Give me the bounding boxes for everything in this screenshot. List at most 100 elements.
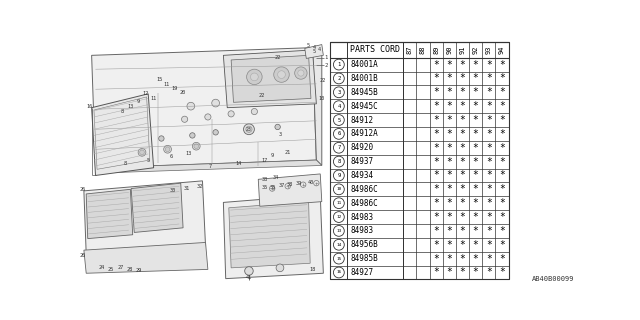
Circle shape [187,102,195,110]
Text: *: * [499,226,505,236]
Text: *: * [499,184,505,194]
Text: *: * [446,240,452,250]
Polygon shape [92,48,316,168]
Text: 11: 11 [336,201,342,205]
Text: *: * [433,184,439,194]
Circle shape [276,264,284,272]
Text: 10: 10 [318,96,324,101]
Text: *: * [473,212,479,222]
Text: *: * [433,212,439,222]
Text: *: * [460,254,465,264]
Text: 16: 16 [86,104,92,109]
Circle shape [228,111,234,117]
Text: *: * [473,129,479,139]
Text: 6: 6 [170,155,173,159]
Circle shape [182,116,188,122]
Circle shape [244,267,253,275]
Text: *: * [446,73,452,84]
Circle shape [278,71,285,78]
Text: 35: 35 [261,185,268,190]
Text: 40: 40 [308,180,314,185]
Text: *: * [460,129,465,139]
Circle shape [333,87,344,98]
Text: *: * [460,115,465,125]
Text: 7: 7 [209,164,212,169]
Text: *: * [499,101,505,111]
Text: *: * [499,171,505,180]
Text: 19: 19 [172,86,178,91]
Text: 92: 92 [472,46,479,54]
Text: 24: 24 [99,265,105,270]
Text: 26: 26 [79,253,86,258]
Polygon shape [84,181,205,254]
Circle shape [165,147,170,152]
Text: *: * [473,143,479,153]
Text: 13: 13 [127,104,134,109]
Text: *: * [473,226,479,236]
Text: *: * [486,73,492,84]
Circle shape [140,150,145,155]
Text: 84956B: 84956B [351,240,378,249]
Circle shape [333,101,344,112]
Circle shape [250,73,259,81]
Text: 84001A: 84001A [351,60,378,69]
Text: *: * [486,101,492,111]
Text: *: * [433,73,439,84]
Text: 4: 4 [312,45,316,50]
Text: *: * [433,129,439,139]
Circle shape [333,170,344,181]
Text: PARTS CORD: PARTS CORD [350,45,400,54]
Text: *: * [433,254,439,264]
Circle shape [244,124,254,135]
Text: *: * [499,254,505,264]
Circle shape [333,184,344,195]
Text: *: * [460,226,465,236]
Circle shape [333,73,344,84]
Circle shape [333,267,344,278]
Text: 90: 90 [446,46,452,54]
Text: 23: 23 [246,127,252,132]
Circle shape [246,69,262,84]
Text: *: * [473,156,479,167]
Text: *: * [446,198,452,208]
Text: *: * [460,198,465,208]
Text: 9: 9 [271,153,274,158]
Text: *: * [446,254,452,264]
Text: 1: 1 [324,55,327,60]
Text: *: * [486,156,492,167]
Text: 84920: 84920 [351,143,374,152]
Text: 84927: 84927 [351,268,374,277]
Text: *: * [460,143,465,153]
Text: *: * [486,268,492,277]
Text: 7: 7 [337,145,340,150]
Text: 5: 5 [147,157,150,163]
Text: *: * [433,115,439,125]
Text: 26: 26 [79,187,86,192]
Text: *: * [460,87,465,97]
Circle shape [189,133,195,138]
Text: *: * [486,171,492,180]
Text: 5: 5 [312,49,316,54]
Text: 15: 15 [156,77,162,82]
Text: 84983: 84983 [351,212,374,221]
Text: 11: 11 [164,82,170,87]
Text: *: * [473,60,479,69]
Text: 91: 91 [460,46,465,54]
Text: 32: 32 [197,184,204,189]
Text: 36: 36 [270,185,276,189]
Text: 14: 14 [336,243,342,247]
Text: *: * [446,226,452,236]
Circle shape [138,148,146,156]
Text: *: * [473,73,479,84]
Text: *: * [433,171,439,180]
Text: *: * [473,240,479,250]
Text: 16: 16 [336,270,342,275]
Polygon shape [92,94,154,175]
Text: 84937: 84937 [351,157,374,166]
Text: 2: 2 [337,76,340,81]
Text: *: * [473,254,479,264]
Text: 22: 22 [319,78,326,83]
Circle shape [333,239,344,250]
Text: *: * [473,184,479,194]
Text: 4: 4 [337,104,340,109]
